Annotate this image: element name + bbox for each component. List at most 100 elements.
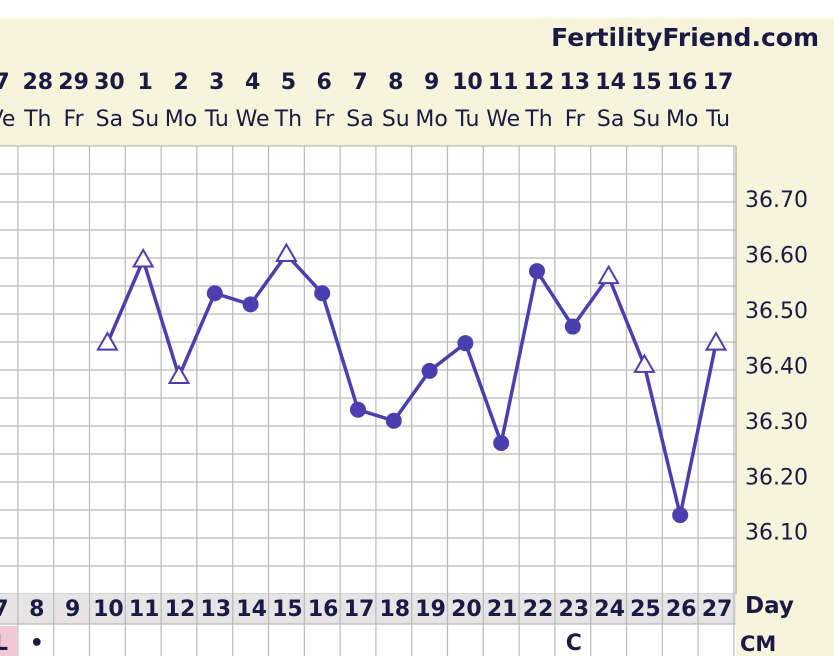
day-row-bg: [0, 594, 736, 624]
weekday-label: Th: [274, 107, 302, 132]
date-label: 14: [595, 70, 626, 95]
date-label: 5: [281, 70, 296, 95]
date-label: 11: [488, 70, 519, 95]
weekday-label: We: [486, 107, 520, 132]
data-point-filled: [564, 318, 581, 335]
cm-row-label: CM: [740, 632, 776, 656]
y-tick-label: 36.40: [745, 354, 808, 379]
date-label: 3: [209, 70, 224, 95]
data-point-open: [167, 364, 191, 384]
weekday-label: Th: [23, 107, 51, 132]
cm-value: •: [30, 631, 44, 656]
date-label: 8: [388, 70, 403, 95]
day-number: 14: [236, 597, 267, 622]
date-label: 15: [631, 70, 662, 95]
weekday-label: Mo: [666, 107, 698, 132]
date-label: 1: [138, 70, 153, 95]
day-number: 9: [65, 597, 80, 622]
weekday-label: Sa: [346, 107, 373, 132]
data-point-filled: [350, 401, 366, 418]
data-point-open: [597, 264, 620, 285]
date-label: 10: [452, 70, 483, 95]
day-number: 12: [165, 597, 196, 622]
data-point-filled: [206, 285, 223, 302]
day-number: 7: [0, 597, 9, 622]
weekday-label: Fr: [565, 107, 586, 132]
data-point-open: [96, 331, 119, 351]
data-point-open: [275, 242, 298, 262]
weekday-label: Su: [131, 107, 159, 132]
day-number: 27: [702, 597, 733, 622]
day-number: 21: [487, 597, 518, 622]
data-point-filled: [493, 434, 510, 451]
day-number: 16: [308, 597, 339, 622]
day-number: 19: [415, 597, 446, 622]
day-number: 11: [129, 597, 160, 622]
weekday-label: Sa: [597, 107, 624, 132]
weekday-label: Mo: [165, 107, 197, 132]
date-label: 29: [58, 70, 89, 95]
date-label: 30: [94, 70, 125, 95]
data-point-open: [633, 353, 656, 373]
y-tick-label: 36.10: [745, 521, 808, 546]
date-label: 16: [667, 70, 698, 95]
weekday-label: Mo: [415, 107, 447, 132]
weekday-label: Ve: [0, 107, 15, 132]
day-number: 18: [379, 597, 410, 622]
cm-value: L: [0, 631, 8, 656]
weekday-label: Tu: [705, 107, 730, 132]
y-tick-label: 36.30: [745, 410, 808, 435]
data-point-filled: [529, 263, 545, 280]
date-label: 12: [524, 70, 555, 95]
date-label: 9: [424, 70, 439, 95]
series-line: [105, 252, 718, 517]
weekday-label: Tu: [454, 107, 479, 132]
day-number: 23: [558, 597, 589, 622]
data-point-filled: [314, 285, 331, 302]
weekday-label: Fr: [64, 107, 85, 132]
weekday-label: Tu: [204, 107, 229, 132]
day-number: 24: [594, 597, 625, 622]
y-tick-label: 36.60: [745, 243, 808, 268]
cm-row-bg: [0, 624, 736, 656]
date-label: 28: [22, 70, 53, 95]
weekday-label: Su: [632, 107, 660, 132]
data-point-filled: [672, 507, 689, 524]
date-label: 13: [559, 70, 590, 95]
weekday-label: Fr: [314, 107, 335, 132]
weekday-label: Th: [524, 107, 552, 132]
day-row-label: Day: [745, 593, 794, 619]
date-label: 7: [352, 70, 367, 95]
cm-cell-highlight: [0, 626, 17, 656]
data-point-open: [704, 331, 728, 351]
data-point-filled: [421, 362, 438, 379]
cm-value: C: [566, 631, 582, 656]
date-label: 4: [245, 70, 260, 95]
day-number: 17: [344, 597, 375, 622]
weekday-label: Su: [382, 107, 410, 132]
weekday-label: We: [236, 107, 270, 132]
date-label: 17: [703, 70, 734, 95]
day-number: 8: [29, 597, 44, 622]
data-point-open: [131, 247, 155, 268]
day-number: 26: [666, 597, 697, 622]
day-number: 22: [523, 597, 554, 622]
site-brand: FertilityFriend.com: [551, 23, 819, 52]
y-tick-label: 36.50: [745, 299, 808, 324]
data-point-filled: [457, 335, 474, 352]
y-tick-label: 36.70: [745, 188, 808, 213]
bottom-rows: 7 8 9 10 11 12 13 14 15 16 17 18 19 20 21 22 23 24 25 26 27 D…: [0, 593, 794, 656]
date-label: 7: [0, 70, 10, 95]
y-axis: 36.70 36.60 36.50 36.40 36.30 36.20 36.10: [745, 188, 808, 546]
day-number: 15: [272, 597, 303, 622]
day-number: 13: [200, 597, 231, 622]
day-number: 20: [451, 597, 482, 622]
day-number: 25: [630, 597, 661, 622]
weekday-label: Sa: [96, 107, 123, 132]
data-point-filled: [385, 412, 402, 429]
data-point-filled: [242, 296, 259, 313]
date-header: 72829301234567891011121314151617VeThFrSa…: [0, 70, 733, 132]
y-tick-label: 36.20: [745, 465, 808, 490]
